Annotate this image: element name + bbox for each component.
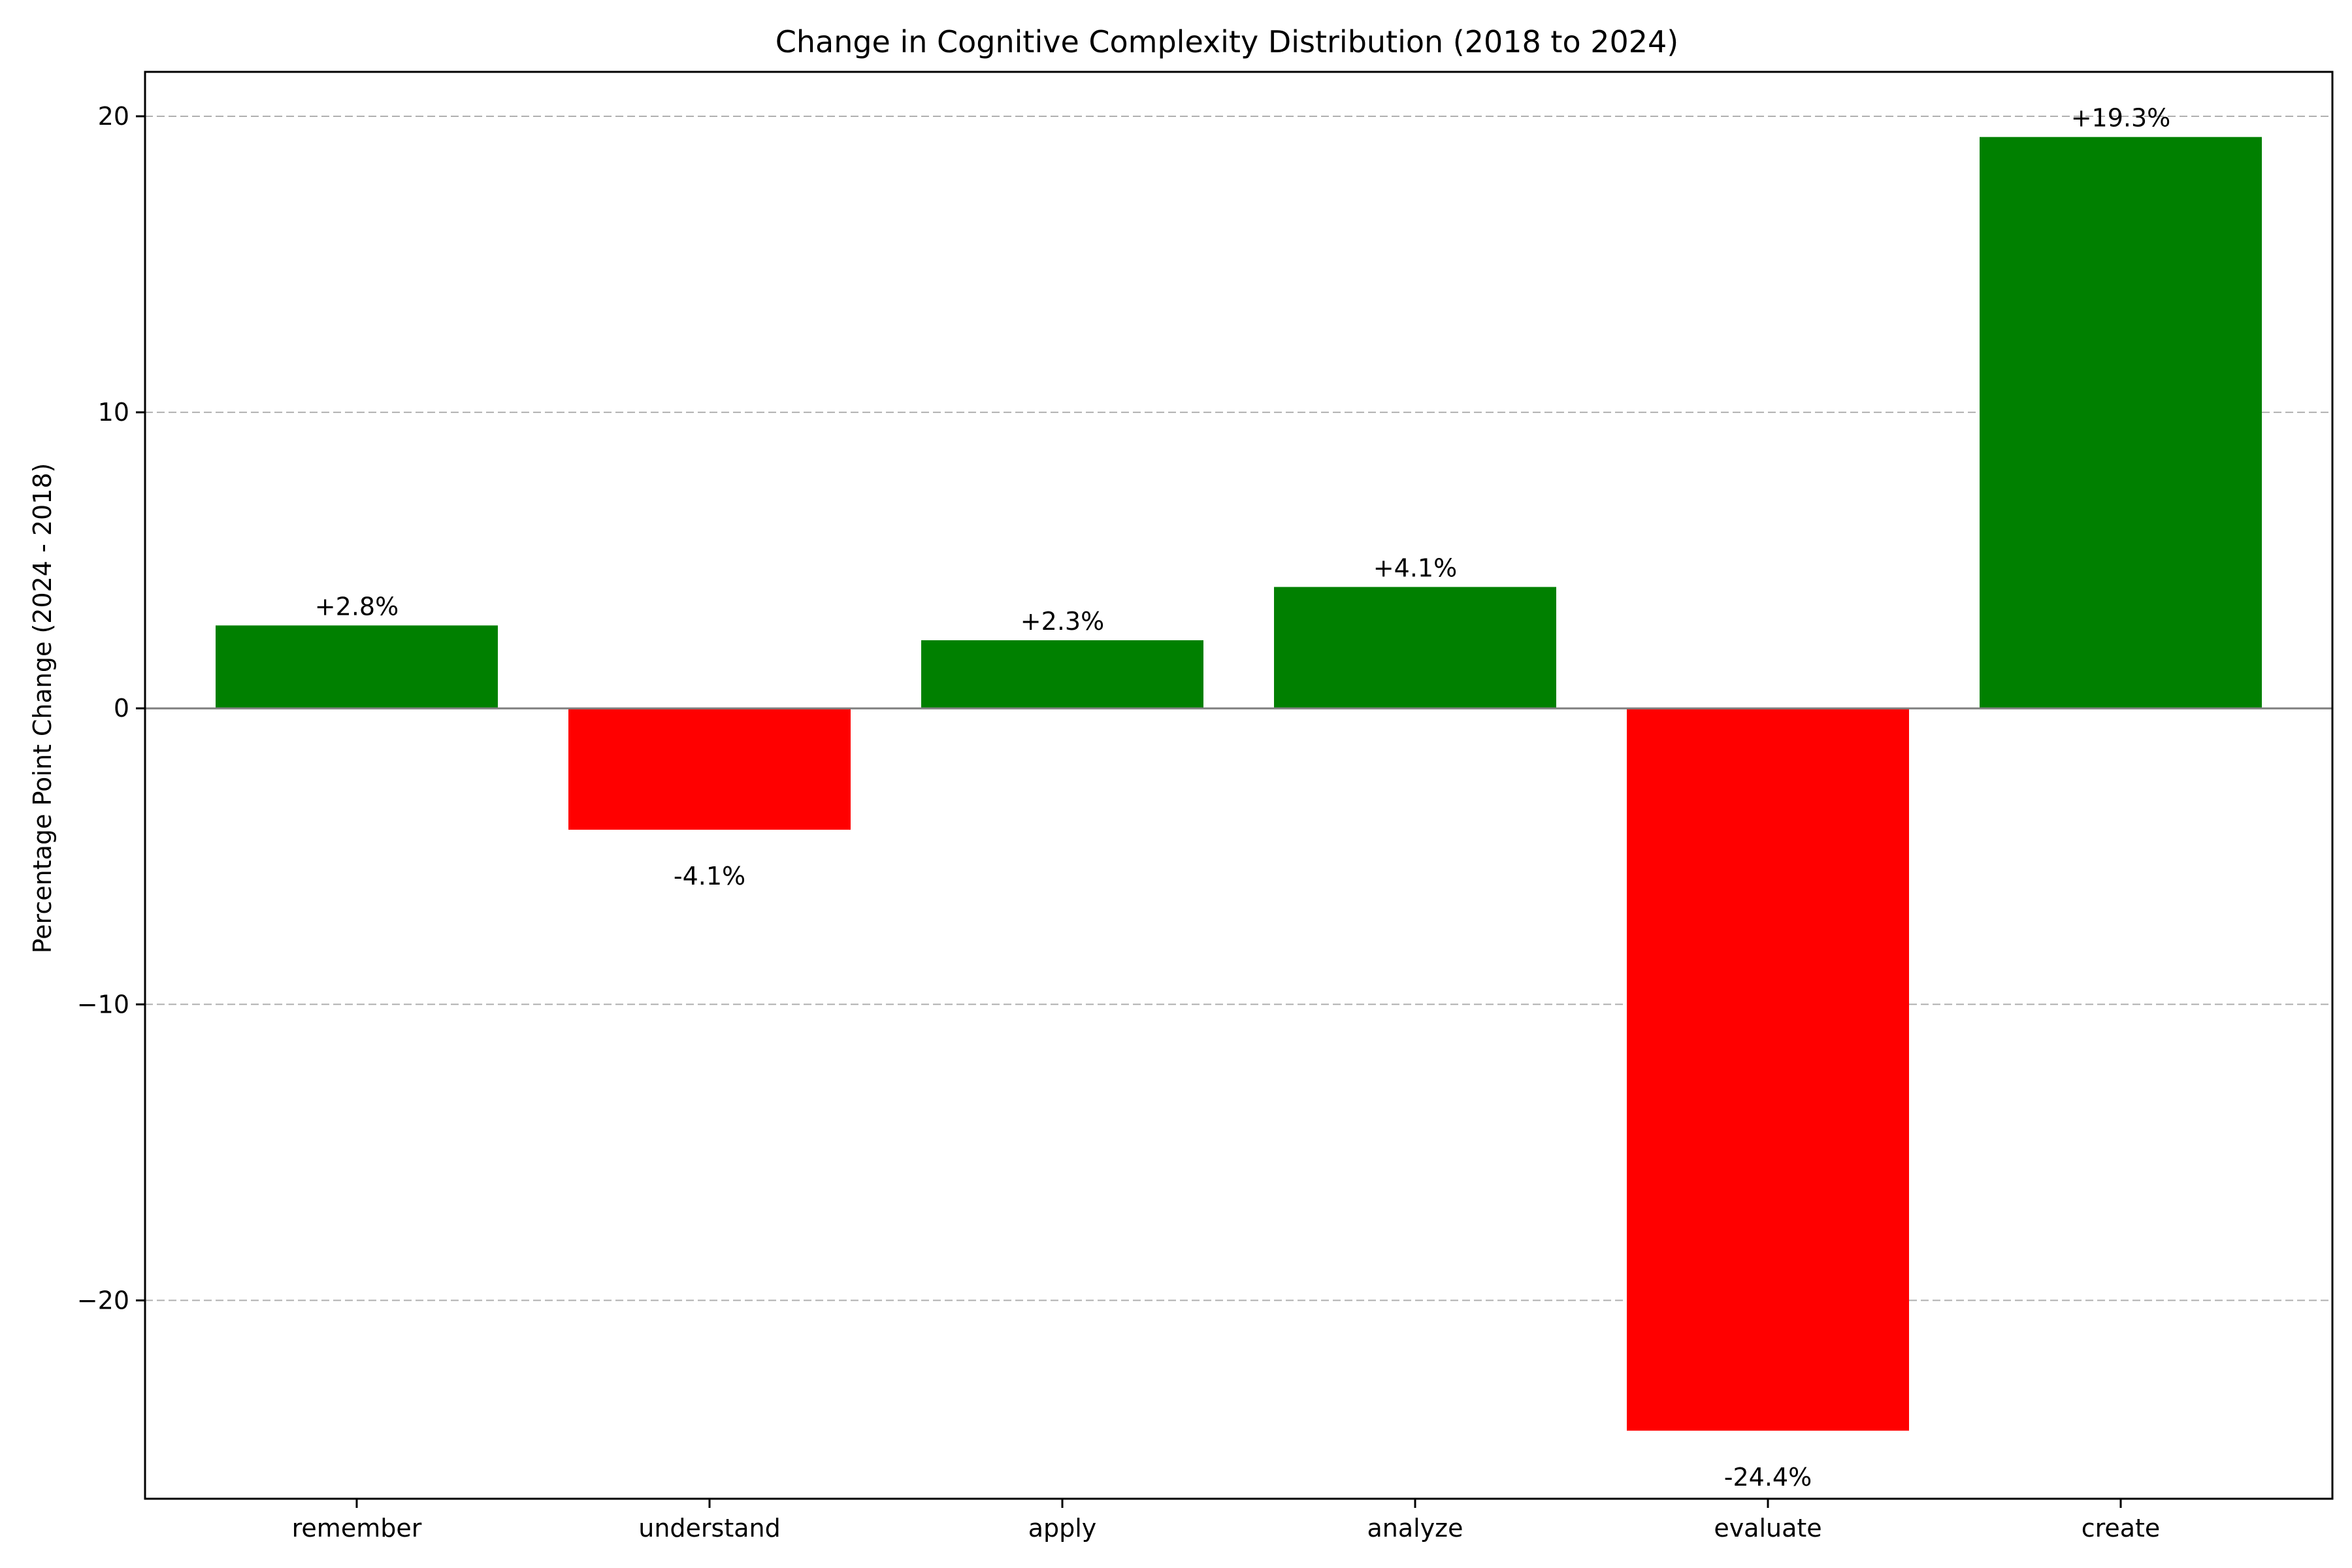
chart-title: Change in Cognitive Complexity Distribut…	[776, 24, 1679, 59]
data-label-remember: +2.8%	[315, 592, 399, 621]
x-tick-label-remember: remember	[292, 1514, 422, 1543]
y-tick-label: −10	[77, 990, 129, 1019]
plot-frame	[144, 71, 2334, 1500]
x-tick-label-create: create	[2082, 1514, 2161, 1543]
y-axis-label: Percentage Point Change (2024 - 2018)	[28, 463, 57, 954]
bar-remember	[216, 625, 498, 709]
bar-understand	[568, 708, 851, 830]
data-labels: +2.8% -4.1% +2.3% +4.1% -24.4% +19.3%	[315, 104, 2170, 1492]
x-ticks: remember understand apply analyze evaluate cr…	[292, 1499, 2161, 1543]
x-tick-label-analyze: analyze	[1367, 1514, 1463, 1543]
y-tick-label: 0	[114, 694, 129, 723]
bar-apply	[921, 640, 1203, 709]
x-tick-label-evaluate: evaluate	[1714, 1514, 1821, 1543]
y-tick-label: 10	[98, 398, 129, 427]
x-tick-label-apply: apply	[1028, 1514, 1097, 1543]
data-label-apply: +2.3%	[1021, 607, 1104, 636]
y-tick-label: −20	[77, 1286, 129, 1315]
y-tick-label: 20	[98, 102, 129, 131]
data-label-analyze: +4.1%	[1373, 553, 1457, 582]
bars-layer	[216, 137, 2262, 1431]
bar-evaluate	[1627, 708, 1909, 1431]
data-label-create: +19.3%	[2071, 104, 2171, 133]
bar-create	[1980, 137, 2262, 709]
data-label-understand: -4.1%	[674, 862, 745, 890]
y-ticks: −20 −10 0 10 20	[77, 102, 145, 1315]
x-tick-label-understand: understand	[638, 1514, 780, 1543]
bar-analyze	[1274, 587, 1556, 709]
data-label-evaluate: -24.4%	[1724, 1463, 1812, 1492]
